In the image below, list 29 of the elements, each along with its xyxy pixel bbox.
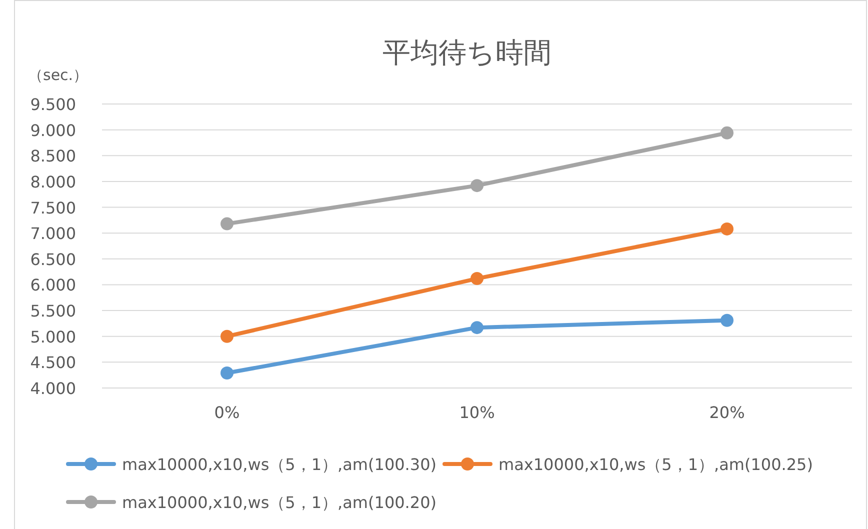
y-tick-label: 6.500 bbox=[30, 250, 76, 269]
y-tick-label: 8.500 bbox=[30, 146, 76, 166]
chart-title: 平均待ち時間 bbox=[382, 36, 552, 69]
legend-label: max10000,x10,ws（5，1）,am(100.30) bbox=[122, 455, 436, 474]
y-tick-label: 9.500 bbox=[30, 95, 76, 114]
point bbox=[470, 321, 484, 334]
x-tick-label: 20% bbox=[709, 403, 745, 422]
point bbox=[220, 217, 234, 230]
y-axis-title: （sec.） bbox=[28, 66, 88, 84]
point bbox=[220, 366, 234, 380]
y-tick-label: 4.500 bbox=[30, 353, 76, 372]
point bbox=[720, 314, 734, 327]
point bbox=[220, 330, 234, 343]
y-tick-label: 9.000 bbox=[30, 120, 76, 140]
y-tick-label: 5.500 bbox=[30, 302, 76, 321]
point bbox=[720, 126, 734, 140]
y-tick-label: 5.000 bbox=[30, 327, 76, 346]
point bbox=[470, 272, 484, 286]
y-tick-label: 7.500 bbox=[30, 198, 76, 218]
y-tick-label: 8.000 bbox=[30, 172, 76, 192]
y-tick-label: 6.000 bbox=[30, 276, 76, 295]
point bbox=[720, 222, 734, 236]
x-tick-label: 0% bbox=[214, 403, 240, 422]
y-tick-label: 7.000 bbox=[30, 224, 76, 244]
x-tick-label: 10% bbox=[459, 403, 495, 422]
legend-label: max10000,x10,ws（5，1）,am(100.25) bbox=[498, 455, 813, 474]
legend-label: max10000,x10,ws（5，1）,am(100.20) bbox=[122, 493, 436, 512]
point bbox=[470, 179, 484, 192]
y-tick-label: 4.000 bbox=[30, 379, 76, 398]
